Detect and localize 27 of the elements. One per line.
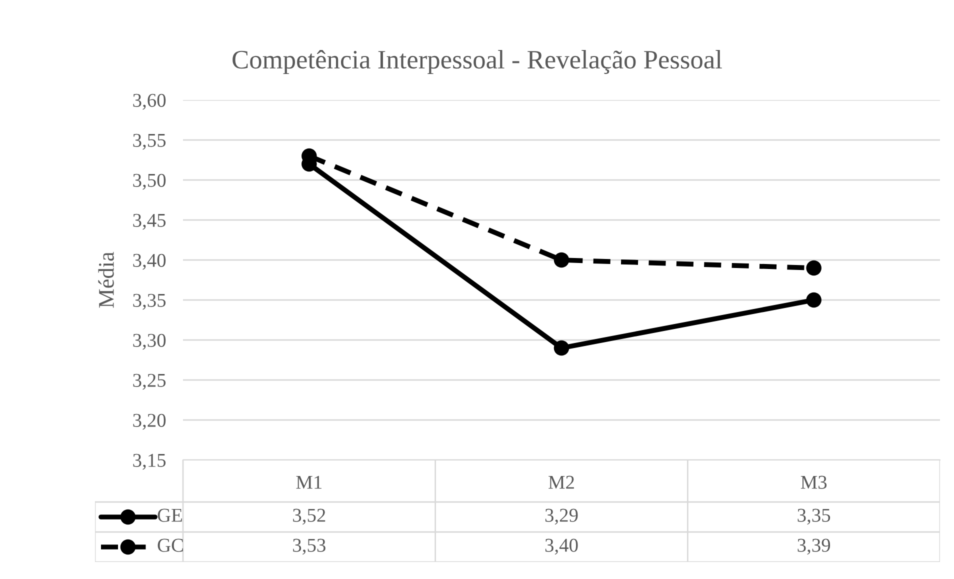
legend-label: GC [158, 538, 183, 552]
data-label: 3,39 [798, 538, 830, 555]
chart-title: Competência Interpessoal - Revelação Pessoal [232, 50, 722, 74]
data-label: 3,52 [293, 508, 326, 525]
y-tick-label: 3,35 [133, 294, 166, 310]
x-tick-label: M2 [548, 476, 574, 489]
data-label: 3,35 [798, 508, 830, 525]
data-label: 3,29 [545, 508, 578, 525]
y-tick-label: 3,45 [133, 214, 166, 230]
y-tick-label: 3,25 [133, 374, 166, 390]
point [554, 252, 570, 268]
y-tick-label: 3,20 [133, 414, 166, 430]
data-label: 3,53 [293, 538, 326, 555]
x-tick-label: M3 [800, 476, 827, 489]
point [554, 340, 570, 356]
y-tick-label: 3,50 [133, 174, 166, 190]
y-tick-label: 3,60 [133, 94, 166, 110]
y-tick-label: 3,15 [133, 454, 166, 470]
y-tick-label: 3,40 [133, 254, 166, 270]
data-label: 3,40 [545, 538, 578, 555]
y-tick-label: 3,30 [133, 334, 166, 350]
point [806, 292, 822, 308]
x-tick-label: M1 [296, 476, 322, 489]
point [806, 260, 822, 276]
y-axis-title: Média [98, 252, 114, 308]
legend-label: GE [158, 508, 182, 522]
y-tick-label: 3,55 [133, 134, 166, 150]
